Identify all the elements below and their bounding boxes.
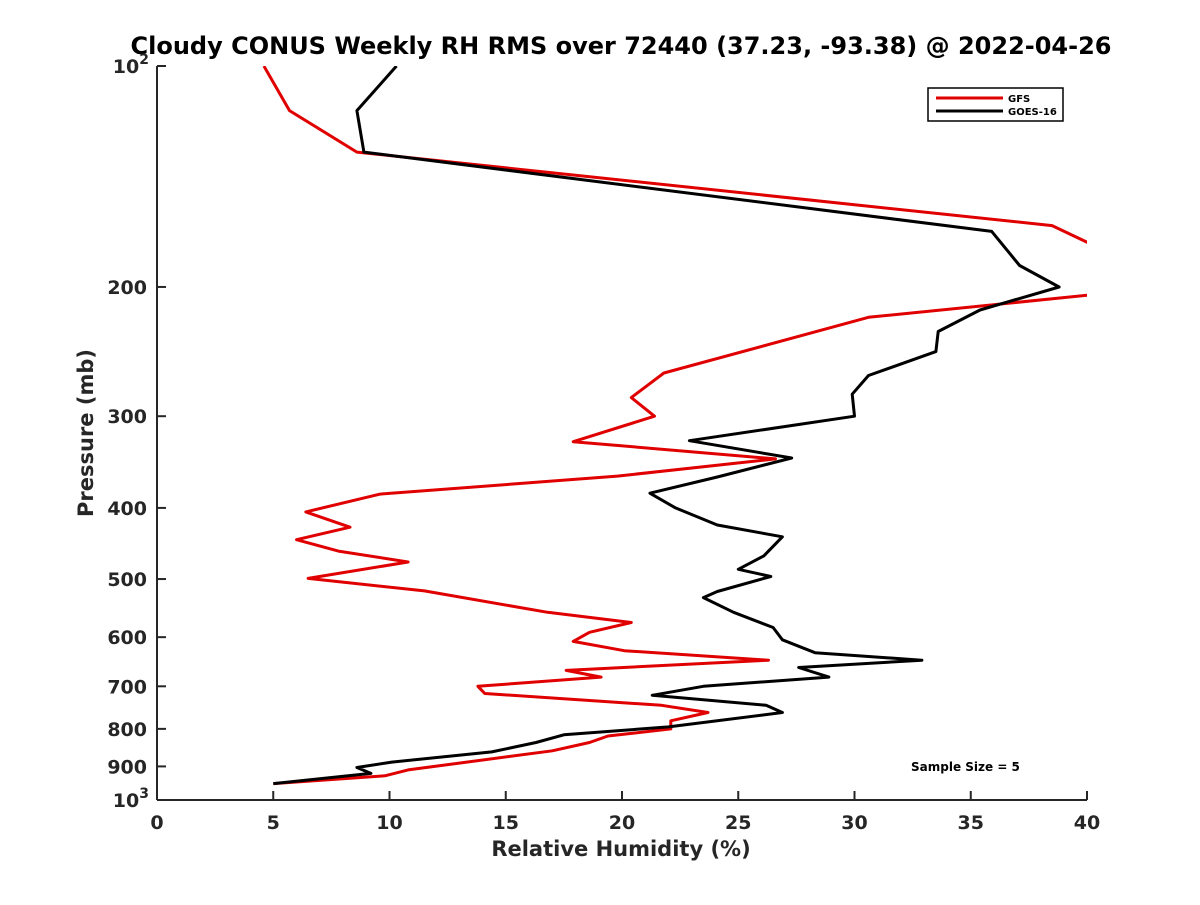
legend-label-gfs: GFS	[1008, 94, 1030, 105]
legend-box	[927, 87, 1064, 122]
x-tick-label: 20	[609, 812, 635, 834]
x-tick-label: 25	[725, 812, 751, 834]
x-tick-label: 30	[841, 812, 867, 834]
x-tick-label: 40	[1074, 812, 1100, 834]
y-tick-label: 900	[107, 756, 147, 778]
y-tick-label: 102	[113, 52, 149, 78]
sample-size-annotation: Sample Size = 5	[911, 760, 1020, 774]
y-tick-label: 103	[113, 786, 149, 812]
y-tick-label: 800	[107, 719, 147, 741]
axes-layer: 0 5 10 15 20 25 30 35 40 102 200 300 400 500 600 700 800…	[107, 52, 1100, 834]
y-tick-label: 500	[107, 569, 147, 591]
series-layer	[262, 66, 1087, 786]
legend: GFS GOES-16	[927, 87, 1064, 122]
y-tick-label: 700	[107, 676, 147, 698]
y-tick-label: 400	[107, 498, 147, 520]
series-line-goes16	[273, 66, 1061, 786]
chart-title: Cloudy CONUS Weekly RH RMS over 72440 (3…	[131, 32, 1112, 60]
x-tick-label: 10	[376, 812, 402, 834]
x-tick-label: 5	[267, 812, 280, 834]
x-tick-label: 15	[493, 812, 519, 834]
y-tick-label: 600	[107, 627, 147, 649]
series-line-gfs	[262, 66, 1087, 786]
x-tick-label: 35	[958, 812, 984, 834]
y-tick-label: 300	[107, 406, 147, 428]
y-axis-label: Pressure (mb)	[74, 349, 98, 517]
x-tick-label: 0	[150, 812, 163, 834]
y-tick-label: 200	[107, 277, 147, 299]
x-axis-label: Relative Humidity (%)	[491, 837, 750, 861]
legend-label-goes16: GOES-16	[1008, 107, 1057, 118]
